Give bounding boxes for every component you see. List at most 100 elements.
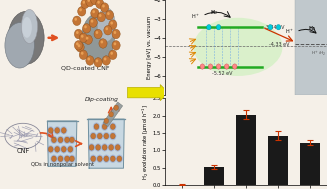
Circle shape xyxy=(89,18,97,27)
Circle shape xyxy=(70,156,75,162)
Circle shape xyxy=(109,112,113,117)
Text: -3.44 eV: -3.44 eV xyxy=(264,25,284,30)
Circle shape xyxy=(224,64,229,69)
Circle shape xyxy=(109,155,116,163)
Circle shape xyxy=(68,146,73,152)
Circle shape xyxy=(95,31,98,34)
Circle shape xyxy=(91,20,94,23)
Circle shape xyxy=(110,52,113,55)
Circle shape xyxy=(114,143,121,152)
Circle shape xyxy=(55,146,60,152)
Circle shape xyxy=(111,124,115,129)
Text: -4.33 eV: -4.33 eV xyxy=(269,42,290,46)
Circle shape xyxy=(95,143,102,152)
Circle shape xyxy=(57,155,64,163)
Circle shape xyxy=(107,12,110,15)
Circle shape xyxy=(91,156,96,162)
Text: H$^+$/H$_2$: H$^+$/H$_2$ xyxy=(311,50,327,58)
Circle shape xyxy=(79,33,88,43)
Circle shape xyxy=(78,44,80,47)
Circle shape xyxy=(96,145,101,150)
Circle shape xyxy=(94,58,102,67)
Circle shape xyxy=(57,136,64,144)
Bar xyxy=(173,184,192,185)
Bar xyxy=(295,0,327,94)
Circle shape xyxy=(86,37,89,40)
Text: QDs in nonpolar solvent: QDs in nonpolar solvent xyxy=(30,162,94,167)
Circle shape xyxy=(76,43,84,52)
Circle shape xyxy=(99,14,102,17)
Circle shape xyxy=(79,50,88,60)
Text: H$^+$: H$^+$ xyxy=(285,27,294,36)
Circle shape xyxy=(70,137,75,143)
Circle shape xyxy=(102,124,107,129)
Circle shape xyxy=(101,122,108,131)
Circle shape xyxy=(87,0,90,2)
Circle shape xyxy=(103,155,110,163)
Text: H$^+$: H$^+$ xyxy=(192,12,200,21)
Bar xyxy=(204,167,224,185)
Circle shape xyxy=(92,10,95,13)
Circle shape xyxy=(64,156,69,162)
Circle shape xyxy=(91,9,99,18)
Circle shape xyxy=(115,145,120,150)
Circle shape xyxy=(89,145,94,150)
Circle shape xyxy=(101,40,103,43)
Circle shape xyxy=(101,3,109,12)
Circle shape xyxy=(232,64,237,69)
Circle shape xyxy=(101,143,108,152)
Text: Dip-coating: Dip-coating xyxy=(84,97,118,102)
Ellipse shape xyxy=(5,23,34,68)
Circle shape xyxy=(116,155,123,163)
Circle shape xyxy=(95,59,98,62)
Circle shape xyxy=(207,25,211,30)
Text: CNF: CNF xyxy=(16,148,29,154)
Circle shape xyxy=(81,35,84,38)
Circle shape xyxy=(114,31,116,34)
Circle shape xyxy=(112,41,120,50)
Circle shape xyxy=(114,42,116,45)
Circle shape xyxy=(95,0,104,9)
Text: QD-coated CNF: QD-coated CNF xyxy=(61,66,109,71)
Circle shape xyxy=(78,7,86,16)
Circle shape xyxy=(96,155,103,163)
Circle shape xyxy=(63,155,71,163)
Circle shape xyxy=(76,31,79,34)
Circle shape xyxy=(105,27,108,30)
Circle shape xyxy=(90,155,97,163)
Circle shape xyxy=(50,136,58,144)
Circle shape xyxy=(108,143,115,152)
Circle shape xyxy=(81,52,84,55)
Circle shape xyxy=(216,64,221,69)
Circle shape xyxy=(52,137,56,143)
Circle shape xyxy=(61,128,66,133)
Circle shape xyxy=(216,25,221,30)
Circle shape xyxy=(74,41,83,50)
Circle shape xyxy=(63,136,71,144)
Circle shape xyxy=(91,0,99,5)
Circle shape xyxy=(104,156,109,162)
Circle shape xyxy=(102,5,105,8)
Circle shape xyxy=(68,155,76,163)
Circle shape xyxy=(102,56,111,65)
Circle shape xyxy=(50,155,58,163)
Circle shape xyxy=(84,25,87,28)
Circle shape xyxy=(104,26,112,35)
Circle shape xyxy=(97,133,102,139)
Circle shape xyxy=(109,50,117,60)
Circle shape xyxy=(81,0,89,9)
Circle shape xyxy=(99,39,107,48)
Circle shape xyxy=(48,146,53,152)
Circle shape xyxy=(88,143,95,152)
Circle shape xyxy=(52,156,56,162)
Circle shape xyxy=(67,145,74,153)
Circle shape xyxy=(97,12,106,22)
Polygon shape xyxy=(88,119,124,168)
Circle shape xyxy=(93,122,100,131)
Circle shape xyxy=(60,145,67,153)
Circle shape xyxy=(64,137,69,143)
Circle shape xyxy=(55,128,60,133)
Circle shape xyxy=(47,145,54,153)
Circle shape xyxy=(74,29,83,39)
Circle shape xyxy=(94,29,102,39)
